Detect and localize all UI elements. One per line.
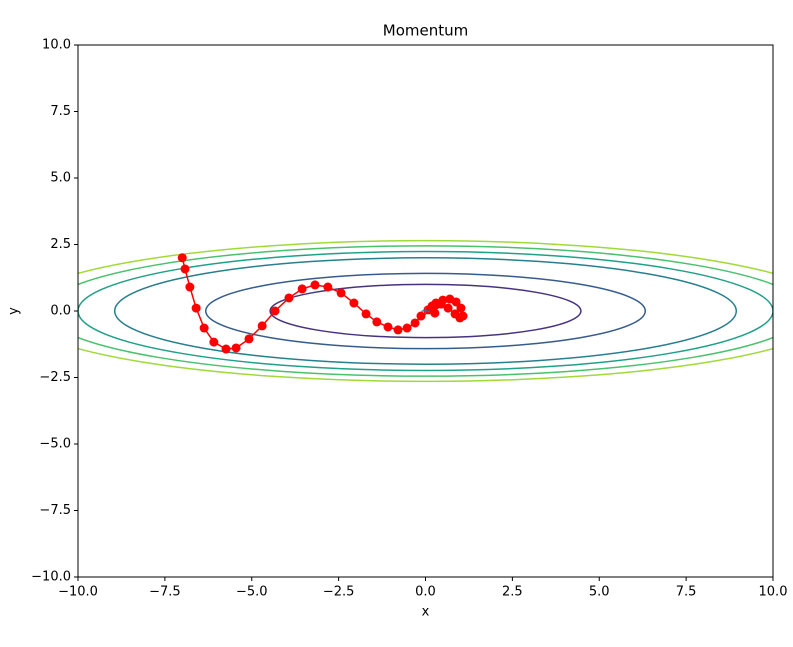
path-point	[231, 343, 241, 353]
x-tick-label: −2.5	[323, 585, 355, 600]
contour-line	[204, 272, 647, 350]
path-point	[180, 264, 190, 274]
path-point	[323, 282, 333, 292]
contour-line	[113, 257, 738, 365]
contour-line	[78, 239, 773, 383]
x-tick-label: 2.5	[502, 585, 523, 600]
path-point	[393, 325, 403, 335]
plot-area	[78, 239, 773, 383]
path-point	[416, 311, 426, 321]
path-point	[284, 293, 294, 303]
y-tick-label: 10.0	[42, 38, 71, 53]
y-tick-label: −5.0	[39, 437, 71, 452]
x-tick-label: 7.5	[676, 585, 697, 600]
path-point	[257, 321, 267, 331]
path-point	[310, 280, 320, 290]
y-tick-label: 5.0	[50, 171, 71, 186]
y-axis-label: y	[7, 307, 22, 315]
path-point	[361, 309, 371, 319]
path-point	[270, 306, 280, 316]
chart-title: Momentum	[383, 22, 468, 40]
x-tick-label: −7.5	[149, 585, 181, 600]
x-tick-label: −10.0	[58, 585, 98, 600]
y-tick-label: −7.5	[39, 503, 71, 518]
path-point	[383, 322, 393, 332]
x-tick-label: 5.0	[589, 585, 610, 600]
path-point	[244, 334, 254, 344]
path-point	[221, 344, 231, 354]
path-point	[456, 303, 466, 313]
path-point	[451, 297, 461, 307]
path-point	[450, 309, 460, 319]
path-point	[209, 337, 219, 347]
path-point	[410, 318, 420, 328]
x-tick-label: 10.0	[759, 585, 788, 600]
path-point	[372, 317, 382, 327]
path-point	[199, 323, 209, 333]
path-point	[177, 253, 187, 263]
path-point	[297, 284, 307, 294]
path-point	[349, 298, 359, 308]
optimizer-path	[181, 257, 464, 350]
path-point	[443, 303, 453, 313]
path-point	[402, 323, 412, 333]
minimum-marker	[421, 307, 430, 315]
contour-line	[78, 245, 773, 377]
y-tick-label: −2.5	[39, 370, 71, 385]
contour-line	[269, 283, 582, 339]
y-tick-label: 0.0	[50, 304, 71, 319]
x-axis-label: x	[422, 605, 430, 620]
path-point	[191, 303, 201, 313]
y-tick-label: 7.5	[50, 104, 71, 119]
x-tick-label: 0.0	[415, 585, 436, 600]
contour-line	[78, 250, 773, 372]
x-tick-label: −5.0	[236, 585, 268, 600]
path-point	[185, 282, 195, 292]
path-point	[430, 308, 440, 318]
y-tick-label: 2.5	[50, 237, 71, 252]
y-tick-label: −10.0	[31, 570, 71, 585]
path-point	[336, 288, 346, 298]
